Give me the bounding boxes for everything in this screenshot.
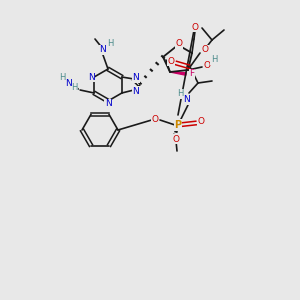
Text: H: H xyxy=(59,73,65,82)
Text: F: F xyxy=(189,70,195,79)
Text: H: H xyxy=(71,82,77,91)
Text: H: H xyxy=(211,56,217,64)
Text: O: O xyxy=(172,134,179,143)
Text: O: O xyxy=(197,118,205,127)
Text: O: O xyxy=(152,115,158,124)
Text: O: O xyxy=(191,22,199,32)
Text: N: N xyxy=(88,73,94,82)
Text: N: N xyxy=(183,95,189,104)
Text: O: O xyxy=(167,56,175,65)
Text: N: N xyxy=(65,79,71,88)
Text: O: O xyxy=(203,61,211,70)
Text: N: N xyxy=(105,100,111,109)
Polygon shape xyxy=(170,72,186,75)
Text: N: N xyxy=(100,46,106,55)
Text: N: N xyxy=(133,74,139,82)
Text: N: N xyxy=(133,86,139,95)
Text: O: O xyxy=(202,46,208,55)
Text: H: H xyxy=(107,40,113,49)
Text: H: H xyxy=(177,89,183,98)
Text: O: O xyxy=(176,40,182,49)
Text: P: P xyxy=(174,120,182,130)
